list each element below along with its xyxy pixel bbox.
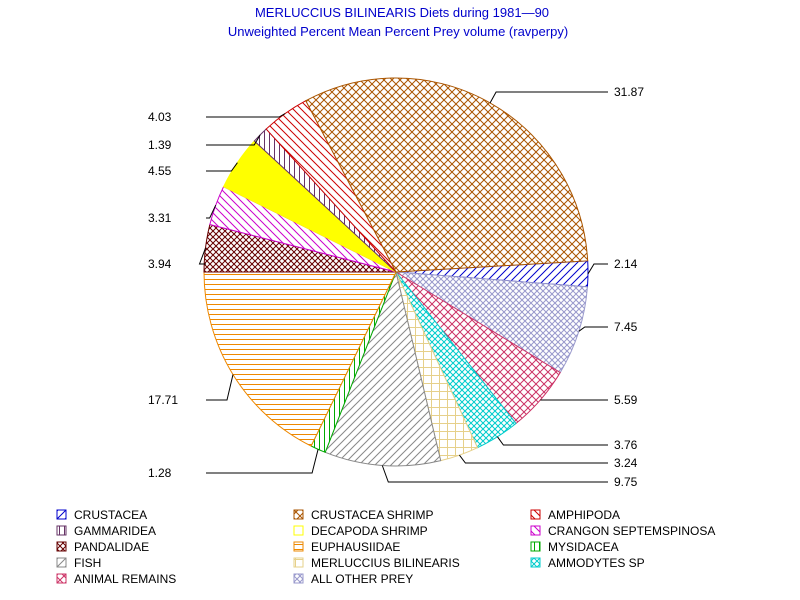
slice-labels: 2.14 7.45 5.59 3.76 3.24 9.75 1.28 17.71 3.94 3.3… <box>148 85 644 489</box>
leader-line-crustacea-shrimp <box>489 91 608 104</box>
legend-label-gammaridea: GAMMARIDEA <box>74 524 156 538</box>
value-label-amphipoda: 4.03 <box>148 110 172 124</box>
legend-label-pandalidae: PANDALIDAE <box>74 540 149 554</box>
legend-label-fish: FISH <box>74 556 101 570</box>
slice-fish <box>324 270 442 467</box>
legend-label-crustacea-shrimp: CRUSTACEA SHRIMP <box>311 508 433 522</box>
legend-swatch-all-other-prey <box>293 573 304 584</box>
leader-line-euphausiidae <box>206 374 234 401</box>
legend-label-crustacea: CRUSTACEA <box>74 508 147 522</box>
legend-swatch-amphipoda <box>530 509 541 520</box>
legend-swatch-euphausiidae <box>293 541 304 552</box>
legend-label-decapoda-shrimp: DECAPODA SHRIMP <box>311 524 428 538</box>
legend-label-ammodytes-sp: AMMODYTES SP <box>548 556 645 570</box>
pie-slices <box>203 77 589 467</box>
value-label-fish: 9.75 <box>614 475 638 489</box>
legend-swatch-fish <box>56 557 67 568</box>
leader-line-gammaridea <box>206 134 261 146</box>
leader-line-crustacea <box>587 263 608 275</box>
legend-label-animal-remains: ANIMAL REMAINS <box>74 572 176 586</box>
leader-line-merluccius-bilinearis <box>459 454 608 464</box>
leader-line-pandalidae <box>198 247 206 265</box>
legend-label-crangon-septemspinosa: CRANGON SEPTEMSPINOSA <box>548 524 715 538</box>
value-label-crangon-septemspinosa: 3.31 <box>148 211 172 225</box>
chart-subtitle: Unweighted Percent Mean Percent Prey vol… <box>228 24 568 39</box>
legend-swatch-ammodytes-sp <box>530 557 541 568</box>
value-label-crustacea-shrimp: 31.87 <box>614 85 644 99</box>
legend-swatch-crangon-septemspinosa <box>530 525 541 536</box>
value-label-decapoda-shrimp: 4.55 <box>148 164 172 178</box>
value-label-gammaridea: 1.39 <box>148 138 172 152</box>
legend-swatch-merluccius-bilinearis <box>293 557 304 568</box>
leader-line-amphipoda <box>206 113 286 118</box>
legend-swatch-decapoda-shrimp <box>293 525 304 536</box>
legend-label-mysidacea: MYSIDACEA <box>548 540 619 554</box>
legend-swatch-mysidacea <box>530 541 541 552</box>
leader-line-ammodytes-sp <box>496 436 608 446</box>
slice-euphausiidae <box>203 271 397 447</box>
value-label-merluccius-bilinearis: 3.24 <box>614 456 638 470</box>
legend-label-euphausiidae: EUPHAUSIIDAE <box>311 540 400 554</box>
legend-swatch-crustacea <box>56 509 67 520</box>
legend: CRUSTACEA CRUSTACEA SHRIMP AMPHIPODA GAMMAR… <box>56 508 715 586</box>
legend-label-amphipoda: AMPHIPODA <box>548 508 620 522</box>
value-label-crustacea: 2.14 <box>614 257 638 271</box>
value-label-mysidacea: 1.28 <box>148 466 172 480</box>
leader-line-all-other-prey <box>578 326 608 332</box>
leader-line-decapoda-shrimp <box>206 162 238 172</box>
value-label-pandalidae: 3.94 <box>148 257 172 271</box>
value-label-all-other-prey: 7.45 <box>614 320 638 334</box>
value-label-ammodytes-sp: 3.76 <box>614 438 638 452</box>
leader-line-mysidacea <box>206 449 319 474</box>
legend-swatch-pandalidae <box>56 541 67 552</box>
legend-label-merluccius-bilinearis: MERLUCCIUS BILINEARIS <box>311 556 460 570</box>
legend-swatch-gammaridea <box>56 525 67 536</box>
leader-line-fish <box>381 465 608 483</box>
value-label-euphausiidae: 17.71 <box>148 393 178 407</box>
value-label-animal-remains: 5.59 <box>614 393 638 407</box>
leader-line-crangon-septemspinosa <box>206 204 217 219</box>
legend-label-all-other-prey: ALL OTHER PREY <box>311 572 413 586</box>
legend-swatch-animal-remains <box>56 573 67 584</box>
legend-swatch-crustacea-shrimp <box>293 509 304 520</box>
chart-title: MERLUCCIUS BILINEARIS Diets during 1981—… <box>255 5 549 20</box>
